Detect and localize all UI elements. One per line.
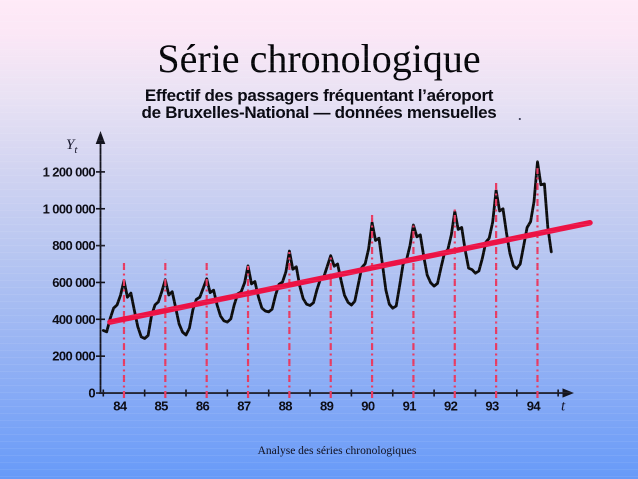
- slide-footer: Analyse des séries chronologiques: [257, 445, 417, 457]
- subtitle-line-2: de Bruxelles-National — données mensuell…: [141, 103, 497, 122]
- x-tick-label: 93: [485, 399, 499, 414]
- subtitle-trailing-dot: .: [518, 108, 522, 123]
- y-tick-label: 1 000 000: [43, 201, 96, 216]
- y-tick-label: 0: [88, 386, 95, 401]
- y-tick-label: 600 000: [52, 275, 95, 290]
- x-tick-label: 84: [113, 399, 128, 414]
- x-tick-label: 88: [279, 399, 293, 414]
- x-tick-label: 87: [237, 399, 251, 414]
- x-tick-label: 92: [444, 399, 458, 414]
- x-tick-label: 85: [155, 399, 169, 414]
- x-tick-label: 89: [320, 399, 334, 414]
- subtitle-line-1: Effectif des passagers fréquentant l’aér…: [144, 86, 494, 105]
- y-axis-title: Yt: [66, 137, 78, 156]
- slide-title: Série chronologique: [157, 36, 481, 81]
- x-tick-label: 86: [196, 399, 210, 414]
- y-tick-label: 200 000: [52, 349, 95, 364]
- trend-line: [107, 220, 593, 325]
- x-axis-title: t: [561, 399, 566, 415]
- y-axis-arrow-icon: [95, 131, 106, 144]
- x-axis-arrow-icon: [562, 388, 574, 398]
- y-tick-label: 1 200 000: [43, 164, 96, 179]
- y-tick-label: 400 000: [52, 312, 95, 327]
- passenger-series-curve: [101, 160, 553, 340]
- slide-subtitle: Effectif des passagers fréquentant l’aér…: [0, 87, 638, 121]
- x-tick-label: 91: [403, 399, 417, 414]
- y-tick-label: 800 000: [52, 238, 95, 253]
- x-tick-label: 94: [527, 399, 542, 414]
- x-tick-label: 90: [361, 399, 375, 414]
